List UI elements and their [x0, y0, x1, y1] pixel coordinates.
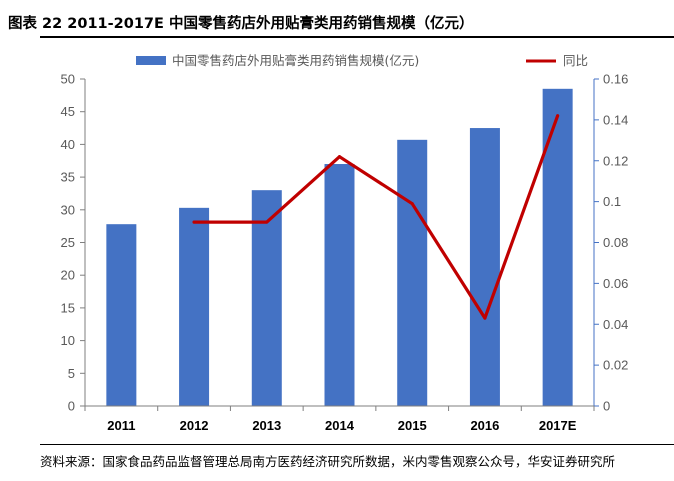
left-tick-label: 15	[61, 300, 75, 315]
legend-bar-swatch	[136, 56, 166, 65]
growth-line	[192, 114, 560, 320]
right-tick-label: 0.1	[603, 194, 621, 209]
left-tick-label: 35	[61, 170, 75, 185]
right-tick-label: 0.16	[603, 72, 628, 87]
page-title: 图表 22 2011-2017E 中国零售药店外用贴膏类用药销售规模（亿元）	[8, 16, 474, 32]
growth-point	[338, 155, 341, 159]
left-tick-label: 20	[61, 268, 75, 283]
bar	[106, 224, 137, 406]
right-tick-label: 0.14	[603, 112, 628, 127]
bar-series	[106, 88, 573, 407]
x-tick-label: 2017E	[539, 418, 577, 433]
bar	[179, 207, 210, 406]
line-series	[192, 114, 560, 320]
growth-point	[556, 114, 560, 118]
left-tick-label: 25	[61, 235, 75, 250]
left-tick-label: 5	[68, 366, 75, 381]
bar	[469, 128, 500, 407]
x-tick-label: 2014	[325, 418, 355, 433]
bar	[251, 190, 282, 406]
left-tick-label: 10	[61, 333, 75, 348]
x-tick-label: 2012	[180, 418, 209, 433]
source-note: 资料来源：国家食品药品监督管理总局南方医药经济研究所数据，米内零售观察公众号，华…	[40, 454, 616, 469]
left-tick-label: 40	[61, 137, 75, 152]
x-tick-label: 2016	[470, 418, 499, 433]
left-tick-label: 0	[68, 399, 75, 414]
left-tick-label: 50	[61, 72, 75, 87]
right-tick-label: 0.08	[603, 235, 628, 250]
right-tick-label: 0.04	[603, 317, 628, 332]
left-tick-label: 45	[61, 104, 75, 119]
growth-point	[483, 316, 487, 320]
axes: 0 5 10 15 20 25 30 35 40 45 50 0 0.02 0.04 0.06 0.08 0.1…	[61, 72, 629, 434]
right-tick-label: 0.02	[603, 358, 628, 373]
growth-point	[265, 220, 269, 224]
x-tick-label: 2011	[107, 418, 135, 433]
right-tick-label: 0.06	[603, 276, 628, 291]
growth-point	[410, 202, 414, 206]
legend-line-label: 同比	[563, 53, 588, 68]
bar	[397, 139, 428, 406]
right-tick-label: 0.12	[603, 153, 628, 168]
x-tick-label: 2013	[252, 418, 281, 433]
bar	[324, 164, 355, 406]
bar	[542, 88, 573, 406]
sales-chart: 0 5 10 15 20 25 30 35 40 45 50 0 0.02 0.04 0.06 0.08 0.1…	[61, 53, 629, 434]
growth-point	[192, 220, 196, 224]
left-tick-label: 30	[61, 202, 75, 217]
legend-bar-label: 中国零售药店外用贴膏类用药销售规模(亿元)	[172, 53, 419, 68]
source-divider	[40, 444, 674, 445]
legend: 中国零售药店外用贴膏类用药销售规模(亿元) 同比	[136, 53, 588, 68]
title-divider	[40, 36, 674, 38]
x-tick-label: 2015	[398, 418, 427, 433]
right-tick-label: 0	[603, 399, 610, 414]
